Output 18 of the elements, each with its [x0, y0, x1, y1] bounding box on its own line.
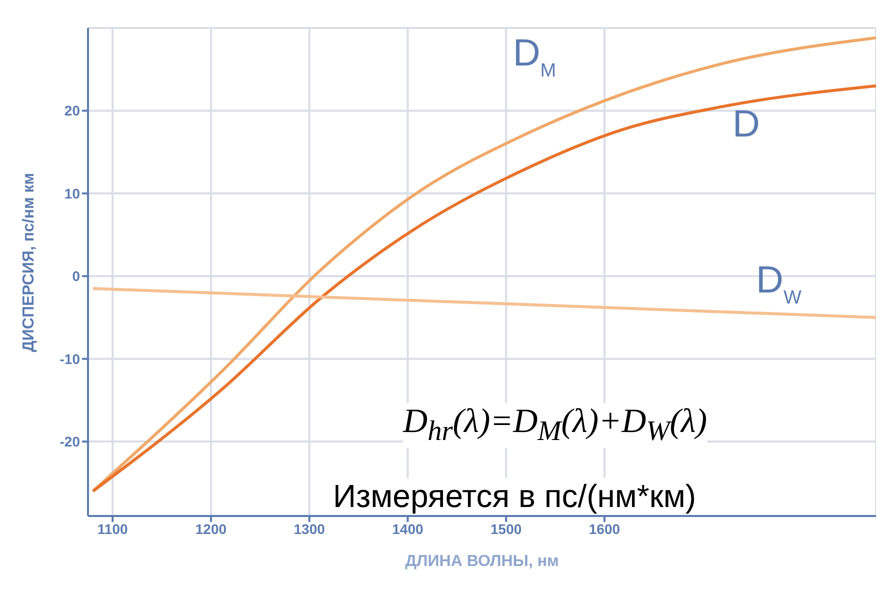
- y-tick-label: -20: [60, 434, 80, 450]
- series-label: D$_{M}$: [512, 32, 556, 82]
- x-axis-title: ДЛИНА ВОЛНЫ, нм: [405, 553, 559, 570]
- y-tick-label: 10: [64, 185, 80, 202]
- y-tick-label: 0: [72, 268, 80, 284]
- y-tick-label: 20: [64, 102, 80, 119]
- x-tick-label: 1100: [97, 520, 128, 537]
- x-tick-label: 1200: [195, 520, 227, 537]
- x-tick-label: 1600: [588, 520, 620, 537]
- x-tick-label: 1400: [392, 520, 424, 537]
- annotation: D$_{hr}$(λ)=D$_{M}$(λ)+D$_{W}$(λ): [403, 403, 708, 448]
- series-label: D: [732, 104, 760, 146]
- y-tick-label: -10: [60, 350, 80, 367]
- y-axis-title: ДИСПЕРСИЯ, пс/нм км: [20, 172, 38, 352]
- x-tick-label: 1500: [490, 520, 522, 537]
- annotation: Измеряется в пс/(нм*км): [333, 478, 696, 515]
- x-tick-label: 1300: [294, 520, 326, 537]
- series-label: D$_{W}$: [756, 259, 802, 308]
